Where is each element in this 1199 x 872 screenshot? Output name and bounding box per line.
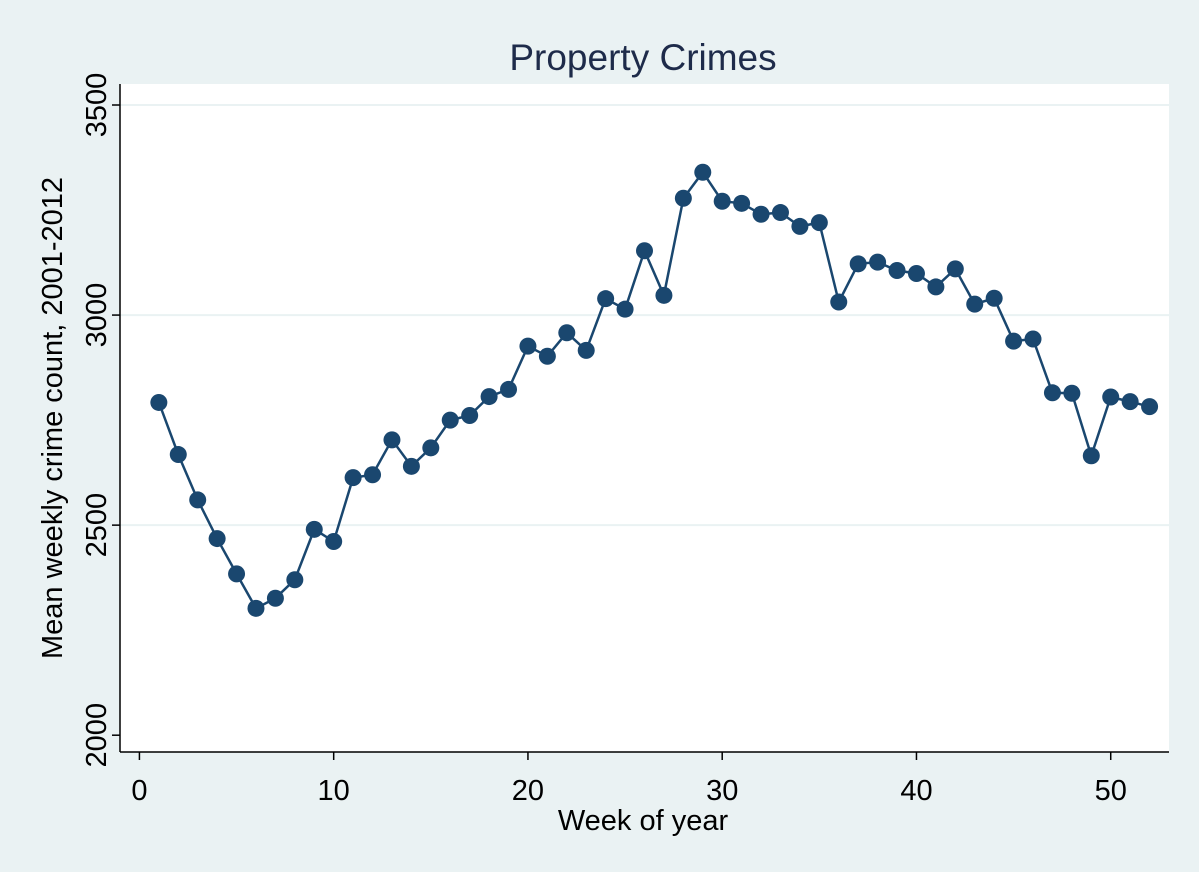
data-point xyxy=(907,264,925,282)
data-point xyxy=(869,253,887,271)
data-point xyxy=(888,262,906,280)
data-point xyxy=(713,192,731,210)
data-point xyxy=(441,411,459,429)
data-point xyxy=(946,260,964,278)
data-point xyxy=(344,469,362,487)
data-point xyxy=(597,290,615,308)
data-point xyxy=(266,589,284,607)
data-point xyxy=(538,347,556,365)
data-point xyxy=(1102,388,1120,406)
data-point xyxy=(830,293,848,311)
y-tick-label: 2000 xyxy=(81,703,113,768)
data-point xyxy=(733,194,751,212)
data-point xyxy=(771,204,789,222)
data-point xyxy=(305,520,323,538)
data-point xyxy=(169,446,187,464)
data-point xyxy=(636,242,653,260)
tick-labels: 2000 2500 3000 3500 0 10 20 30 40 50 xyxy=(81,73,1127,807)
data-point xyxy=(791,217,809,235)
data-point xyxy=(519,337,537,355)
data-point xyxy=(247,599,265,617)
data-point xyxy=(966,295,984,313)
x-tick-label: 10 xyxy=(318,775,350,807)
y-axis-title: Mean weekly crime count, 2001-2012 xyxy=(37,177,69,659)
data-point xyxy=(1024,330,1042,348)
data-point xyxy=(1043,384,1061,402)
x-tick-label: 0 xyxy=(131,775,147,807)
data-point xyxy=(500,380,518,398)
data-point xyxy=(480,388,498,406)
data-point xyxy=(985,289,1003,307)
data-point xyxy=(286,571,304,589)
data-point xyxy=(402,457,420,475)
data-point xyxy=(189,491,207,509)
data-point xyxy=(1005,332,1023,350)
data-point xyxy=(422,439,440,457)
data-point xyxy=(1141,398,1159,416)
data-point xyxy=(383,431,401,449)
data-point xyxy=(752,205,770,223)
x-tick-label: 40 xyxy=(900,775,932,807)
x-tick-label: 30 xyxy=(706,775,738,807)
x-axis-title: Week of year xyxy=(558,805,729,837)
data-point xyxy=(1082,447,1100,465)
data-point xyxy=(674,189,692,207)
data-point xyxy=(655,286,673,304)
y-tick-label: 2500 xyxy=(81,493,113,558)
data-point xyxy=(927,278,945,296)
data-point xyxy=(694,163,712,181)
data-point xyxy=(616,300,634,318)
data-point xyxy=(1063,384,1081,402)
y-tick-label: 3500 xyxy=(81,73,113,138)
data-point xyxy=(577,341,595,359)
x-tick-label: 20 xyxy=(512,775,544,807)
data-point xyxy=(364,466,382,484)
y-tick-label: 3000 xyxy=(81,283,113,348)
data-point xyxy=(1121,393,1139,411)
data-point xyxy=(558,324,576,342)
data-point xyxy=(461,406,479,424)
data-point xyxy=(228,565,246,583)
data-point xyxy=(208,530,226,548)
data-point xyxy=(810,214,828,232)
chart-title: Property Crimes xyxy=(509,37,776,78)
data-point xyxy=(150,393,168,411)
series-line xyxy=(157,170,1150,610)
data-point xyxy=(325,533,343,551)
axes xyxy=(112,84,1169,760)
x-tick-label: 50 xyxy=(1095,775,1127,807)
data-points xyxy=(150,163,1159,617)
plot-area xyxy=(120,84,1169,752)
gridlines xyxy=(120,104,1169,527)
data-point xyxy=(849,255,867,273)
